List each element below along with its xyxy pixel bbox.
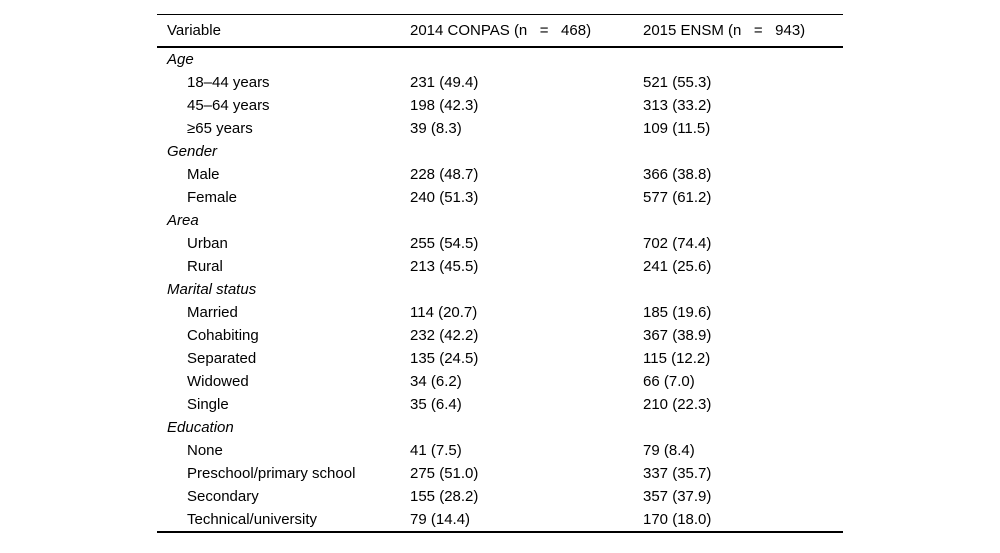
conpas-value-cell: [410, 416, 643, 439]
table-row: Age: [157, 47, 843, 71]
variable-cell: Male: [187, 165, 220, 183]
variable-cell: Female: [187, 188, 238, 206]
ensm-value-cell: [643, 209, 843, 232]
conpas-value-cell: 240 (51.3): [410, 188, 479, 206]
conpas-value-cell: 198 (42.3): [410, 96, 479, 114]
table-row: Female 240 (51.3) 577 (61.2): [157, 186, 843, 209]
ensm-value-cell: [643, 140, 843, 163]
variable-cell: Preschool/primary school: [187, 464, 356, 482]
table-row: Urban 255 (54.5) 702 (74.4): [157, 232, 843, 255]
conpas-value-cell: 232 (42.2): [410, 326, 479, 344]
ensm-value-cell: 79 (8.4): [643, 441, 695, 459]
table-row: Technical/university 79 (14.4) 170 (18.0…: [157, 508, 843, 532]
column-header-conpas: 2014 CONPAS (n = 468): [410, 21, 592, 39]
variable-cell: 18–44 years: [187, 73, 270, 91]
column-header-ensm: 2015 ENSM (n = 943): [643, 21, 806, 39]
table-row: Preschool/primary school 275 (51.0) 337 …: [157, 462, 843, 485]
variable-cell: Area: [167, 211, 199, 229]
table-row: 45–64 years 198 (42.3) 313 (33.2): [157, 94, 843, 117]
ensm-value-cell: 210 (22.3): [643, 395, 712, 413]
ensm-value-cell: 185 (19.6): [643, 303, 712, 321]
ensm-value-cell: [643, 278, 843, 301]
table-row: Cohabiting 232 (42.2) 367 (38.9): [157, 324, 843, 347]
ensm-value-cell: 357 (37.9): [643, 487, 712, 505]
variable-cell: Secondary: [187, 487, 259, 505]
table-row: Education: [157, 416, 843, 439]
ensm-value-cell: 337 (35.7): [643, 464, 712, 482]
column-header-variable: Variable: [167, 21, 221, 39]
variable-cell: Single: [187, 395, 229, 413]
conpas-value-cell: 231 (49.4): [410, 73, 479, 91]
table-row: Single 35 (6.4) 210 (22.3): [157, 393, 843, 416]
table-row: ≥65 years 39 (8.3) 109 (11.5): [157, 117, 843, 140]
conpas-value-cell: 35 (6.4): [410, 395, 462, 413]
conpas-value-cell: 41 (7.5): [410, 441, 462, 459]
ensm-value-cell: 170 (18.0): [643, 510, 712, 528]
conpas-value-cell: [410, 140, 643, 163]
variable-cell: Technical/university: [187, 510, 318, 528]
conpas-value-cell: 275 (51.0): [410, 464, 479, 482]
conpas-value-cell: 79 (14.4): [410, 510, 471, 528]
ensm-value-cell: 702 (74.4): [643, 234, 712, 252]
variable-cell: Education: [167, 418, 234, 436]
variable-cell: None: [187, 441, 223, 459]
conpas-value-cell: 39 (8.3): [410, 119, 462, 137]
table-body: Age 18–44 years 231 (49.4) 521 (55.3) 45…: [157, 47, 843, 532]
table-row: Separated 135 (24.5) 115 (12.2): [157, 347, 843, 370]
ensm-value-cell: 313 (33.2): [643, 96, 712, 114]
ensm-value-cell: [643, 47, 843, 71]
table-row: Gender: [157, 140, 843, 163]
ensm-value-cell: 241 (25.6): [643, 257, 712, 275]
ensm-value-cell: 109 (11.5): [643, 119, 711, 137]
table-row: Area: [157, 209, 843, 232]
variable-cell: Cohabiting: [187, 326, 259, 344]
header-row: Variable 2014 CONPAS (n = 468) 2015 ENSM…: [157, 15, 843, 47]
table-row: Married 114 (20.7) 185 (19.6): [157, 301, 843, 324]
variable-cell: 45–64 years: [187, 96, 270, 114]
ensm-value-cell: 521 (55.3): [643, 73, 712, 91]
variable-cell: ≥65 years: [187, 119, 253, 137]
table-row: Male 228 (48.7) 366 (38.8): [157, 163, 843, 186]
table-row: Secondary 155 (28.2) 357 (37.9): [157, 485, 843, 508]
ensm-value-cell: 366 (38.8): [643, 165, 712, 183]
conpas-value-cell: 135 (24.5): [410, 349, 479, 367]
conpas-value-cell: 155 (28.2): [410, 487, 479, 505]
table-row: Widowed 34 (6.2) 66 (7.0): [157, 370, 843, 393]
table-row: Rural 213 (45.5) 241 (25.6): [157, 255, 843, 278]
ensm-value-cell: [643, 416, 843, 439]
ensm-value-cell: 367 (38.9): [643, 326, 712, 344]
variable-cell: Marital status: [167, 280, 257, 298]
variable-cell: Separated: [187, 349, 257, 367]
variable-cell: Urban: [187, 234, 228, 252]
ensm-value-cell: 66 (7.0): [643, 372, 695, 390]
variable-cell: Rural: [187, 257, 223, 275]
conpas-value-cell: [410, 47, 643, 71]
variable-cell: Gender: [167, 142, 218, 160]
conpas-value-cell: [410, 209, 643, 232]
variable-cell: Married: [187, 303, 238, 321]
table-row: 18–44 years 231 (49.4) 521 (55.3): [157, 71, 843, 94]
table-row: None 41 (7.5) 79 (8.4): [157, 439, 843, 462]
conpas-value-cell: 228 (48.7): [410, 165, 479, 183]
table-row: Marital status: [157, 278, 843, 301]
conpas-value-cell: 114 (20.7): [410, 303, 478, 321]
conpas-value-cell: [410, 278, 643, 301]
ensm-value-cell: 115 (12.2): [643, 349, 711, 367]
variable-cell: Age: [167, 50, 194, 68]
variable-cell: Widowed: [187, 372, 249, 390]
demographics-table: Variable 2014 CONPAS (n = 468) 2015 ENSM…: [157, 14, 843, 533]
conpas-value-cell: 34 (6.2): [410, 372, 462, 390]
ensm-value-cell: 577 (61.2): [643, 188, 712, 206]
conpas-value-cell: 255 (54.5): [410, 234, 479, 252]
conpas-value-cell: 213 (45.5): [410, 257, 479, 275]
table-header: Variable 2014 CONPAS (n = 468) 2015 ENSM…: [157, 15, 843, 47]
